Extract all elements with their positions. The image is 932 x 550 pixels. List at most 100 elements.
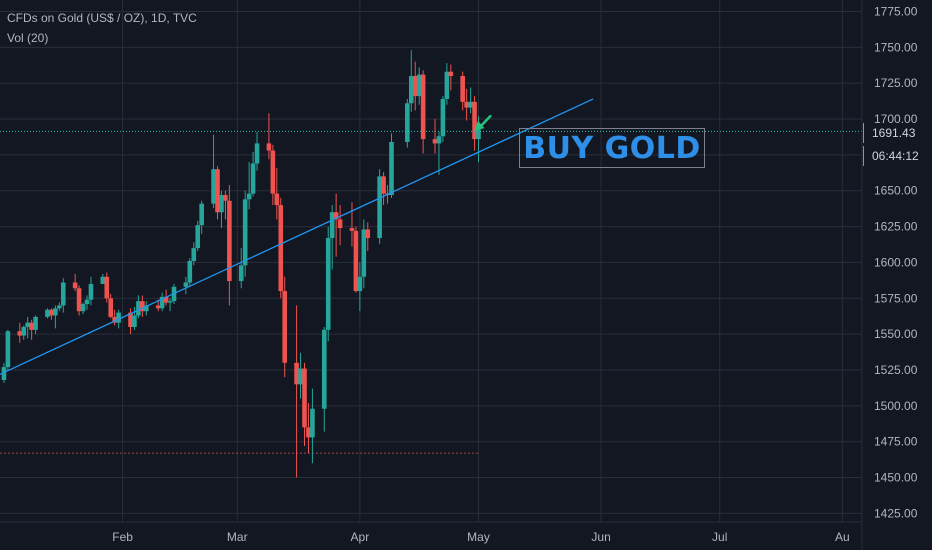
candle-body <box>136 301 141 316</box>
candles <box>1 50 481 478</box>
candle-body <box>361 229 367 277</box>
candle-body <box>100 276 106 284</box>
candle-body <box>274 193 280 206</box>
candle-body <box>432 139 438 144</box>
candle-body <box>1 367 7 381</box>
candle-body <box>389 141 394 196</box>
candle-body <box>420 74 426 140</box>
candle-body <box>238 265 244 282</box>
candle-body <box>21 326 27 336</box>
candle-body <box>215 169 220 213</box>
candle-body <box>33 316 38 330</box>
candle-body <box>333 212 339 220</box>
candle-body <box>49 309 54 316</box>
candle-body <box>199 203 204 226</box>
candle-body <box>246 193 252 200</box>
candle-body <box>302 368 307 428</box>
symbol-title: CFDs on Gold (US$ / OZ), 1D, TVC <box>7 11 197 25</box>
price-tick-label: 1600.00 <box>874 255 918 269</box>
grid-lines <box>0 0 862 522</box>
candle-body <box>183 282 189 287</box>
price-tick-label: 1725.00 <box>874 76 918 90</box>
candle-body <box>242 199 248 266</box>
candle-body <box>227 200 232 282</box>
candle-body <box>140 301 145 312</box>
candle-body <box>25 322 30 327</box>
candle-body <box>108 298 114 317</box>
candle-body <box>155 305 161 309</box>
price-tick-label: 1650.00 <box>874 184 918 198</box>
candle-body <box>144 305 149 312</box>
candle-body <box>5 331 11 368</box>
candle-body <box>112 316 117 323</box>
volume-indicator-label[interactable]: Vol (20) <box>7 31 49 45</box>
candle-body <box>163 296 169 303</box>
candle-body <box>325 238 331 330</box>
arrow-head <box>474 120 485 131</box>
price-tick-label: 1700.00 <box>874 112 918 126</box>
candle-body <box>353 230 359 292</box>
candle-body <box>219 195 224 213</box>
candle-body <box>72 282 78 289</box>
price-tick-label: 1750.00 <box>874 40 918 54</box>
time-tick-label: Au <box>835 530 850 544</box>
trendline-segment <box>0 98 594 375</box>
candle-body <box>84 299 90 305</box>
countdown-label: 06:44:12 <box>863 146 932 166</box>
candle-body <box>53 308 58 316</box>
candle-body <box>191 248 197 261</box>
candle-body <box>436 136 442 144</box>
candle-body <box>460 76 465 102</box>
price-tick-label: 1575.00 <box>874 291 918 305</box>
last-price-label: 1691.43 <box>863 123 932 143</box>
time-tick-label: May <box>467 530 490 544</box>
candle-body <box>17 331 23 336</box>
candle-body <box>472 101 477 140</box>
candle-body <box>365 229 371 239</box>
price-tick-label: 1775.00 <box>874 4 918 18</box>
candle-body <box>444 71 450 99</box>
candle-body <box>357 276 363 292</box>
candle-body <box>408 76 414 104</box>
candle-body <box>278 205 284 292</box>
candle-body <box>250 163 256 194</box>
candle-body <box>321 329 327 409</box>
time-tick-label: Jun <box>591 530 610 544</box>
candle-body <box>440 98 446 137</box>
time-axis: Feb Mar Apr May Jun Jul Au <box>0 521 862 544</box>
candle-body <box>132 315 137 327</box>
candle-body <box>187 261 193 283</box>
candle-body <box>306 427 311 438</box>
candle-body <box>223 195 228 201</box>
candle-body <box>29 322 34 330</box>
candle-body <box>57 305 62 309</box>
chart-legend: CFDs on Gold (US$ / OZ), 1D, TVC Vol (20… <box>7 8 197 48</box>
candle-body <box>282 291 288 363</box>
candle-body <box>298 368 303 385</box>
candle-body <box>381 176 386 194</box>
candle-body <box>167 301 173 303</box>
candle-body <box>337 219 343 229</box>
price-tick-label: 1475.00 <box>874 435 918 449</box>
arrow-annotation <box>474 114 492 131</box>
candle-body <box>76 288 82 312</box>
price-tick-label: 1450.00 <box>874 471 918 485</box>
time-tick-label: Jul <box>712 530 727 544</box>
candle-body <box>128 312 133 327</box>
candle-body <box>159 296 165 309</box>
candle-body <box>80 304 86 312</box>
price-tick-label: 1425.00 <box>874 506 918 520</box>
buy-gold-annotation[interactable]: BUY GOLD <box>519 128 705 168</box>
candle-body <box>104 276 110 299</box>
price-tick-label: 1525.00 <box>874 363 918 377</box>
candle-body <box>60 282 66 306</box>
candle-body <box>294 362 299 385</box>
candle-body <box>412 76 418 97</box>
price-tick-label: 1500.00 <box>874 399 918 413</box>
time-tick-label: Mar <box>227 530 248 544</box>
candle-body <box>88 283 94 300</box>
candle-body <box>329 212 335 239</box>
candle-body <box>448 71 454 77</box>
